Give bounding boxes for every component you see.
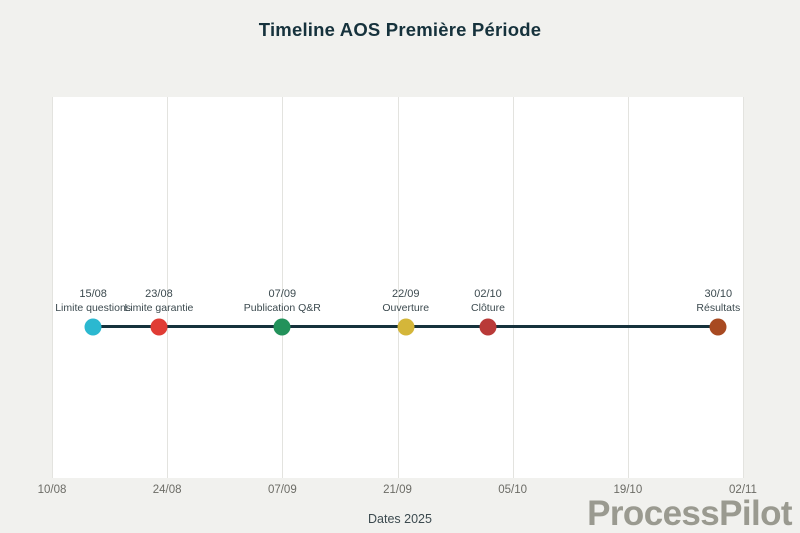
event-label: 07/09 Publication Q&R <box>244 288 321 315</box>
event-marker[interactable] <box>479 318 497 335</box>
event-label: 30/10 Résultats <box>696 288 740 315</box>
event-name: Clôture <box>471 301 505 314</box>
event-name: Limite questions <box>55 301 132 314</box>
event-date: 22/09 <box>391 288 420 300</box>
event-marker[interactable] <box>273 318 291 335</box>
event-label: 15/08 Limite questions <box>55 288 131 315</box>
event-date: 15/08 <box>79 288 107 300</box>
event-name: Limite garantie <box>124 301 194 314</box>
gridline <box>167 97 169 478</box>
x-tick-label: 24/08 <box>152 484 182 496</box>
event-date: 23/08 <box>145 288 173 300</box>
event-marker[interactable] <box>397 318 415 335</box>
x-tick-label: 02/11 <box>729 484 757 496</box>
event-marker[interactable] <box>709 318 727 335</box>
event-name: Publication Q&R <box>243 301 321 314</box>
event-date: 07/09 <box>268 288 297 300</box>
chart-title: Timeline AOS Première Période <box>258 19 542 40</box>
event-date: 02/10 <box>474 288 502 300</box>
event-label: 22/09 Ouverture <box>382 288 429 315</box>
event-label: 02/10 Clôture <box>471 288 505 315</box>
gridline <box>627 97 629 478</box>
x-tick-label: 19/10 <box>613 484 643 496</box>
gridline <box>512 97 514 478</box>
event-name: Ouverture <box>382 301 430 314</box>
x-axis-title: Dates 2025 <box>368 512 432 526</box>
event-name: Résultats <box>696 301 741 314</box>
gridline <box>743 97 744 478</box>
event-marker[interactable] <box>150 318 168 335</box>
processpilot-watermark: ProcessPilot <box>587 494 792 533</box>
x-tick-label: 07/09 <box>267 484 297 496</box>
gridline <box>282 97 284 478</box>
gridline <box>52 97 53 478</box>
event-marker[interactable] <box>84 318 102 335</box>
event-date: 30/10 <box>704 288 733 300</box>
x-tick-label: 21/09 <box>383 484 412 496</box>
plot-area <box>52 97 744 478</box>
x-tick-label: 10/08 <box>37 484 67 496</box>
gridline <box>397 97 399 478</box>
event-label: 23/08 Limite garantie <box>125 288 194 315</box>
x-tick-label: 05/10 <box>498 484 528 496</box>
